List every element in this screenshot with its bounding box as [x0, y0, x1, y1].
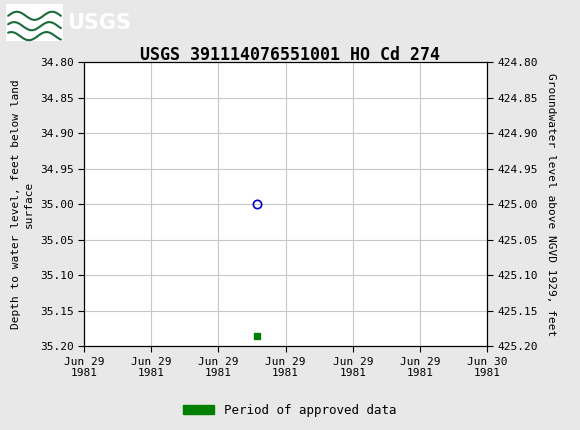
Y-axis label: Groundwater level above NGVD 1929, feet: Groundwater level above NGVD 1929, feet	[546, 73, 556, 336]
Text: USGS 391114076551001 HO Cd 274: USGS 391114076551001 HO Cd 274	[140, 46, 440, 64]
Text: USGS: USGS	[67, 12, 130, 33]
Legend: Period of approved data: Period of approved data	[178, 399, 402, 421]
Y-axis label: Depth to water level, feet below land
surface: Depth to water level, feet below land su…	[11, 80, 34, 329]
Bar	[7, 6, 62, 40]
